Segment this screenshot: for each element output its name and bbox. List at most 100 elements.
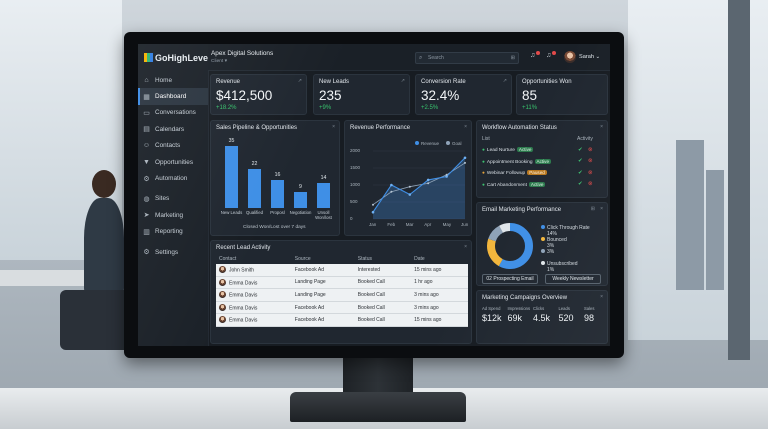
- y-tick-label: 500: [350, 199, 358, 204]
- goal-point[interactable]: [427, 182, 430, 185]
- background-city-building: [706, 170, 724, 290]
- automation-icon: ⚙: [143, 175, 150, 183]
- close-icon[interactable]: ×: [464, 124, 467, 130]
- stop-icon[interactable]: ⊗: [588, 181, 593, 187]
- avatar[interactable]: [564, 51, 576, 63]
- cell-text: Interested: [357, 266, 381, 273]
- table-cell: Booked Call: [354, 313, 412, 327]
- kpi-card-new-leads[interactable]: New Leads ↗ 235 +9%: [313, 74, 410, 115]
- client-selector[interactable]: Client ▾: [211, 59, 228, 64]
- company-name[interactable]: Apex Digital Solutions: [211, 50, 274, 57]
- close-icon[interactable]: ×: [600, 294, 603, 300]
- column-header[interactable]: Status: [357, 256, 372, 262]
- kpi-card-conversion-rate[interactable]: Conversion Rate ↗ 32.4% +2.5%: [415, 74, 512, 115]
- check-icon[interactable]: ✔: [578, 169, 583, 176]
- goal-point[interactable]: [408, 185, 411, 188]
- home-icon: ⌂: [144, 76, 149, 84]
- sidebar-item-conversations[interactable]: ▭ Conversations: [138, 105, 208, 121]
- close-icon[interactable]: ×: [464, 244, 467, 250]
- pipeline-bar[interactable]: [248, 169, 261, 208]
- external-link-icon[interactable]: ↗: [400, 78, 405, 84]
- table-row[interactable]: Emma Davis Facebook Ad Booked Call 15 mins …: [216, 313, 468, 327]
- kpi-card-opportunities-won[interactable]: Opportunities Won 85 +11%: [516, 74, 608, 115]
- legend-revenue: Revenue: [415, 141, 439, 146]
- sidebar-item-home[interactable]: ⌂ Home: [138, 72, 208, 88]
- external-link-icon[interactable]: ↗: [502, 78, 507, 84]
- prospecting-email-button[interactable]: 02 Prospecting Email: [482, 274, 538, 284]
- workflow-row[interactable]: ● Lead Nurture Active: [482, 147, 534, 153]
- notification-bell-icon[interactable]: ♫: [530, 52, 536, 59]
- sidebar-item-sites[interactable]: ◍ Sites: [138, 191, 208, 207]
- close-icon[interactable]: ×: [332, 124, 335, 130]
- cell-text: Landing Page: [294, 279, 326, 286]
- alerts-icon[interactable]: ♫: [546, 52, 552, 59]
- donut-slice[interactable]: [487, 223, 533, 269]
- sidebar-item-calendars[interactable]: ▤ Calendars: [138, 121, 208, 137]
- pipeline-bar[interactable]: [317, 183, 330, 208]
- workflow-row[interactable]: ● Appointment Booking Active: [482, 158, 552, 165]
- search-icon: ⌕: [419, 55, 423, 61]
- sidebar-item-opportunities[interactable]: ▼ Opportunities: [138, 154, 208, 170]
- column-header[interactable]: Source: [294, 256, 311, 262]
- user-menu[interactable]: Sarah ⌄: [579, 54, 601, 60]
- revenue-point[interactable]: [445, 175, 448, 178]
- search-input[interactable]: ⌕ Search ⊞: [415, 52, 519, 64]
- check-icon[interactable]: ✔: [578, 158, 583, 164]
- pipeline-bar[interactable]: [225, 146, 238, 208]
- y-tick-label: 1000: [350, 182, 361, 187]
- kpi-card-revenue[interactable]: Revenue ↗ $412,500 +18.2%: [210, 74, 307, 115]
- avatar: [219, 303, 226, 311]
- revenue-point[interactable]: [426, 178, 430, 182]
- stop-icon[interactable]: ⊗: [588, 158, 593, 164]
- sidebar-item-label: Marketing: [155, 211, 184, 219]
- revenue-point[interactable]: [463, 156, 467, 160]
- workflow-row[interactable]: ● Cart Abandonment Active: [482, 181, 546, 188]
- bar-category-label: Proposl: [270, 210, 285, 215]
- workflow-row[interactable]: ● Webinar Followup Paused: [482, 170, 547, 176]
- goal-point[interactable]: [372, 203, 374, 206]
- cell-text: Facebook Ad: [294, 304, 324, 311]
- external-link-icon[interactable]: ⊞: [590, 206, 595, 212]
- external-link-icon[interactable]: ↗: [297, 78, 302, 84]
- pipeline-bar[interactable]: [294, 192, 307, 208]
- cell-text: 3 mins ago: [414, 291, 439, 298]
- chat-icon: ▭: [143, 109, 150, 117]
- weekly-newsletter-button[interactable]: Weekly Newsletter: [545, 274, 601, 284]
- table-row[interactable]: Emma Davis Facebook Ad Booked Call 3 mins a…: [216, 301, 468, 315]
- check-icon[interactable]: ✔: [578, 181, 583, 187]
- sidebar-item-dashboard[interactable]: ▦ Dashboard: [138, 88, 208, 105]
- sidebar-item-marketing[interactable]: ➤ Marketing: [138, 207, 208, 223]
- x-tick-label: Jun: [461, 222, 469, 227]
- check-icon[interactable]: ✔: [578, 146, 583, 153]
- sidebar-item-contacts[interactable]: ☺ Contacts: [138, 138, 208, 154]
- table-row[interactable]: Emma Davis Landing Page Booked Call 1 hr ag…: [216, 276, 468, 290]
- revenue-point[interactable]: [390, 183, 393, 187]
- donut-slice[interactable]: [487, 223, 533, 269]
- sidebar-item-label: Reporting: [155, 228, 183, 236]
- card-title: Revenue Performance: [350, 125, 411, 131]
- stop-icon[interactable]: ⊗: [588, 146, 593, 153]
- sidebar-item-reporting[interactable]: ▥ Reporting: [138, 224, 208, 240]
- close-icon[interactable]: ×: [600, 124, 603, 130]
- sidebar-item-settings[interactable]: ⚙ Settings: [138, 244, 208, 260]
- kpi-title: Opportunities Won: [522, 79, 572, 85]
- sidebar-item-automation[interactable]: ⚙ Automation: [138, 170, 208, 186]
- close-icon[interactable]: ×: [600, 206, 603, 212]
- goal-point[interactable]: [390, 190, 393, 193]
- revenue-point[interactable]: [371, 210, 375, 214]
- table-row[interactable]: John Smith Facebook Ad Interested 15 mins a…: [216, 264, 468, 277]
- table-cell: Emma Davis: [216, 301, 292, 315]
- pipeline-bar[interactable]: [271, 179, 284, 208]
- goal-point[interactable]: [445, 173, 448, 176]
- legend-label: Unsubscribed: [547, 261, 578, 267]
- revenue-point[interactable]: [408, 193, 412, 196]
- stop-icon[interactable]: ⊗: [588, 169, 593, 176]
- metric-value: 4.5k: [533, 313, 551, 323]
- avatar: [219, 291, 226, 299]
- column-header[interactable]: Contact: [219, 256, 237, 262]
- column-header[interactable]: Date: [414, 256, 425, 262]
- app-logo[interactable]: GoHighLevel: [144, 53, 211, 63]
- goal-point[interactable]: [464, 161, 466, 164]
- bar-value-label: 14: [320, 175, 327, 182]
- table-row[interactable]: Emma Davis Landing Page Booked Call 3 mins …: [216, 288, 468, 302]
